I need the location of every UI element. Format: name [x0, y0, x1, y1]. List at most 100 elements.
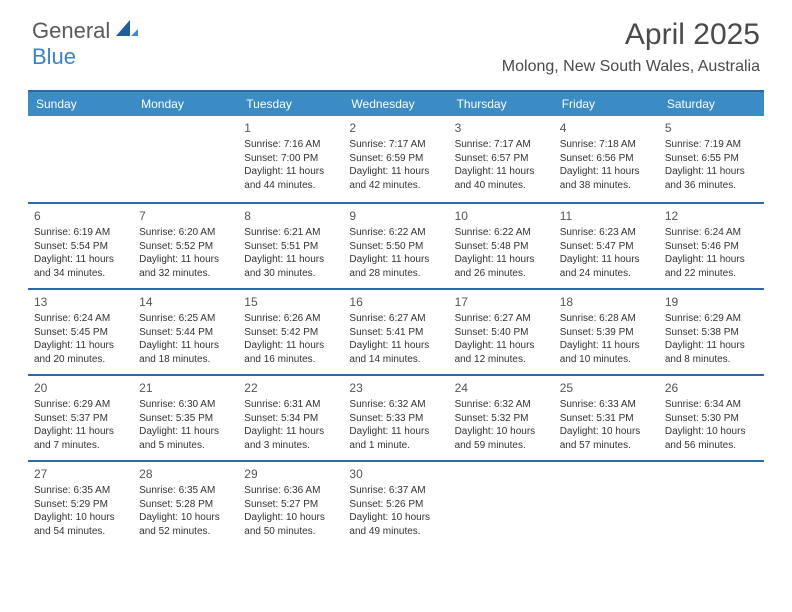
sunset-text: Sunset: 5:37 PM — [34, 412, 127, 426]
sunrise-text: Sunrise: 6:23 AM — [560, 226, 653, 240]
sunrise-text: Sunrise: 7:18 AM — [560, 138, 653, 152]
sunrise-text: Sunrise: 7:16 AM — [244, 138, 337, 152]
sunset-text: Sunset: 5:32 PM — [455, 412, 548, 426]
daylight-text-2: and 3 minutes. — [244, 439, 337, 453]
day-number: 14 — [139, 294, 232, 310]
sunset-text: Sunset: 6:59 PM — [349, 152, 442, 166]
sunrise-text: Sunrise: 6:35 AM — [139, 484, 232, 498]
sunset-text: Sunset: 5:41 PM — [349, 326, 442, 340]
daylight-text-2: and 56 minutes. — [665, 439, 758, 453]
day-cell-empty — [28, 116, 133, 202]
day-number: 19 — [665, 294, 758, 310]
day-cell: 23Sunrise: 6:32 AMSunset: 5:33 PMDayligh… — [343, 376, 448, 460]
sunrise-text: Sunrise: 6:29 AM — [665, 312, 758, 326]
day-number: 24 — [455, 380, 548, 396]
daylight-text-1: Daylight: 11 hours — [349, 165, 442, 179]
daylight-text-2: and 59 minutes. — [455, 439, 548, 453]
daylight-text-2: and 49 minutes. — [349, 525, 442, 539]
day-cell: 1Sunrise: 7:16 AMSunset: 7:00 PMDaylight… — [238, 116, 343, 202]
day-cell-empty — [449, 462, 554, 546]
day-cell: 18Sunrise: 6:28 AMSunset: 5:39 PMDayligh… — [554, 290, 659, 374]
day-number: 2 — [349, 120, 442, 136]
sunrise-text: Sunrise: 6:32 AM — [349, 398, 442, 412]
sunset-text: Sunset: 5:28 PM — [139, 498, 232, 512]
daylight-text-2: and 57 minutes. — [560, 439, 653, 453]
location-text: Molong, New South Wales, Australia — [502, 58, 760, 76]
day-cell: 13Sunrise: 6:24 AMSunset: 5:45 PMDayligh… — [28, 290, 133, 374]
day-cell: 16Sunrise: 6:27 AMSunset: 5:41 PMDayligh… — [343, 290, 448, 374]
sunset-text: Sunset: 7:00 PM — [244, 152, 337, 166]
daylight-text-1: Daylight: 10 hours — [349, 511, 442, 525]
daylight-text-1: Daylight: 11 hours — [139, 339, 232, 353]
daylight-text-2: and 44 minutes. — [244, 179, 337, 193]
day-cell: 19Sunrise: 6:29 AMSunset: 5:38 PMDayligh… — [659, 290, 764, 374]
day-number: 26 — [665, 380, 758, 396]
day-cell: 3Sunrise: 7:17 AMSunset: 6:57 PMDaylight… — [449, 116, 554, 202]
sunset-text: Sunset: 5:33 PM — [349, 412, 442, 426]
sunset-text: Sunset: 5:42 PM — [244, 326, 337, 340]
sunset-text: Sunset: 5:51 PM — [244, 240, 337, 254]
sunset-text: Sunset: 5:44 PM — [139, 326, 232, 340]
day-cell: 17Sunrise: 6:27 AMSunset: 5:40 PMDayligh… — [449, 290, 554, 374]
daylight-text-1: Daylight: 11 hours — [349, 339, 442, 353]
day-number: 10 — [455, 208, 548, 224]
daylight-text-2: and 10 minutes. — [560, 353, 653, 367]
day-number: 12 — [665, 208, 758, 224]
day-number: 15 — [244, 294, 337, 310]
sunset-text: Sunset: 5:31 PM — [560, 412, 653, 426]
sunset-text: Sunset: 5:46 PM — [665, 240, 758, 254]
day-cell: 29Sunrise: 6:36 AMSunset: 5:27 PMDayligh… — [238, 462, 343, 546]
daylight-text-1: Daylight: 11 hours — [244, 253, 337, 267]
sunset-text: Sunset: 5:54 PM — [34, 240, 127, 254]
day-number: 25 — [560, 380, 653, 396]
day-cell: 9Sunrise: 6:22 AMSunset: 5:50 PMDaylight… — [343, 204, 448, 288]
sunrise-text: Sunrise: 6:36 AM — [244, 484, 337, 498]
day-number: 21 — [139, 380, 232, 396]
sail-icon — [116, 20, 138, 43]
dow-sunday: Sunday — [28, 92, 133, 116]
sunrise-text: Sunrise: 6:30 AM — [139, 398, 232, 412]
sunset-text: Sunset: 5:34 PM — [244, 412, 337, 426]
calendar: Sunday Monday Tuesday Wednesday Thursday… — [28, 90, 764, 546]
sunrise-text: Sunrise: 6:33 AM — [560, 398, 653, 412]
day-number: 16 — [349, 294, 442, 310]
sunrise-text: Sunrise: 6:26 AM — [244, 312, 337, 326]
day-cell: 21 Sunrise: 6:30 AMSunset: 5:35 PMDayligh… — [133, 376, 238, 460]
day-cell: 25Sunrise: 6:33 AMSunset: 5:31 PMDayligh… — [554, 376, 659, 460]
sunrise-text: Sunrise: 6:20 AM — [139, 226, 232, 240]
sunset-text: Sunset: 6:57 PM — [455, 152, 548, 166]
daylight-text-1: Daylight: 11 hours — [349, 253, 442, 267]
dow-thursday: Thursday — [449, 92, 554, 116]
day-cell: 7Sunrise: 6:20 AMSunset: 5:52 PMDaylight… — [133, 204, 238, 288]
sunrise-text: Sunrise: 6:31 AM — [244, 398, 337, 412]
daylight-text-2: and 42 minutes. — [349, 179, 442, 193]
sunset-text: Sunset: 5:29 PM — [34, 498, 127, 512]
daylight-text-1: Daylight: 10 hours — [665, 425, 758, 439]
daylight-text-1: Daylight: 11 hours — [455, 165, 548, 179]
sunset-text: Sunset: 5:26 PM — [349, 498, 442, 512]
daylight-text-1: Daylight: 11 hours — [139, 425, 232, 439]
daylight-text-2: and 1 minute. — [349, 439, 442, 453]
sunset-text: Sunset: 5:35 PM — [139, 412, 232, 426]
sunrise-text: Sunrise: 6:35 AM — [34, 484, 127, 498]
day-number: 6 — [34, 208, 127, 224]
dow-row: Sunday Monday Tuesday Wednesday Thursday… — [28, 92, 764, 116]
brand-text-general: General — [32, 18, 110, 44]
sunset-text: Sunset: 5:30 PM — [665, 412, 758, 426]
week-row: 27Sunrise: 6:35 AMSunset: 5:29 PMDayligh… — [28, 460, 764, 546]
day-number: 28 — [139, 466, 232, 482]
daylight-text-1: Daylight: 10 hours — [139, 511, 232, 525]
daylight-text-2: and 36 minutes. — [665, 179, 758, 193]
daylight-text-1: Daylight: 11 hours — [560, 165, 653, 179]
sunset-text: Sunset: 6:55 PM — [665, 152, 758, 166]
sunset-text: Sunset: 5:40 PM — [455, 326, 548, 340]
daylight-text-2: and 40 minutes. — [455, 179, 548, 193]
calendar-body: 1Sunrise: 7:16 AMSunset: 7:00 PMDaylight… — [28, 116, 764, 546]
daylight-text-2: and 24 minutes. — [560, 267, 653, 281]
day-cell: 6Sunrise: 6:19 AMSunset: 5:54 PMDaylight… — [28, 204, 133, 288]
daylight-text-2: and 38 minutes. — [560, 179, 653, 193]
day-number: 11 — [560, 208, 653, 224]
sunset-text: Sunset: 5:52 PM — [139, 240, 232, 254]
daylight-text-1: Daylight: 11 hours — [665, 253, 758, 267]
day-cell: 2Sunrise: 7:17 AMSunset: 6:59 PMDaylight… — [343, 116, 448, 202]
